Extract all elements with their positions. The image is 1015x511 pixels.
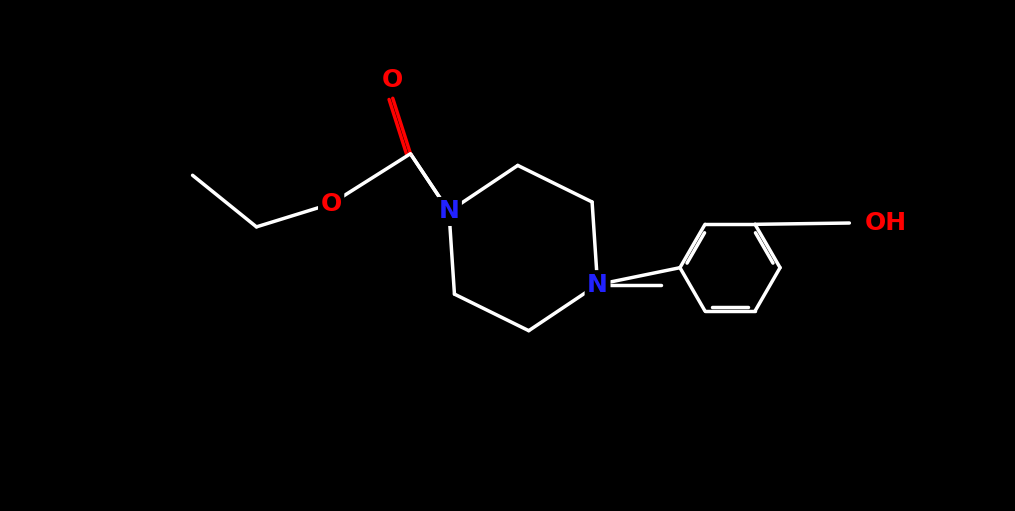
Text: N: N (587, 273, 608, 296)
Text: N: N (438, 199, 460, 223)
Text: OH: OH (865, 211, 906, 235)
Text: O: O (382, 68, 403, 92)
Text: O: O (321, 192, 342, 216)
